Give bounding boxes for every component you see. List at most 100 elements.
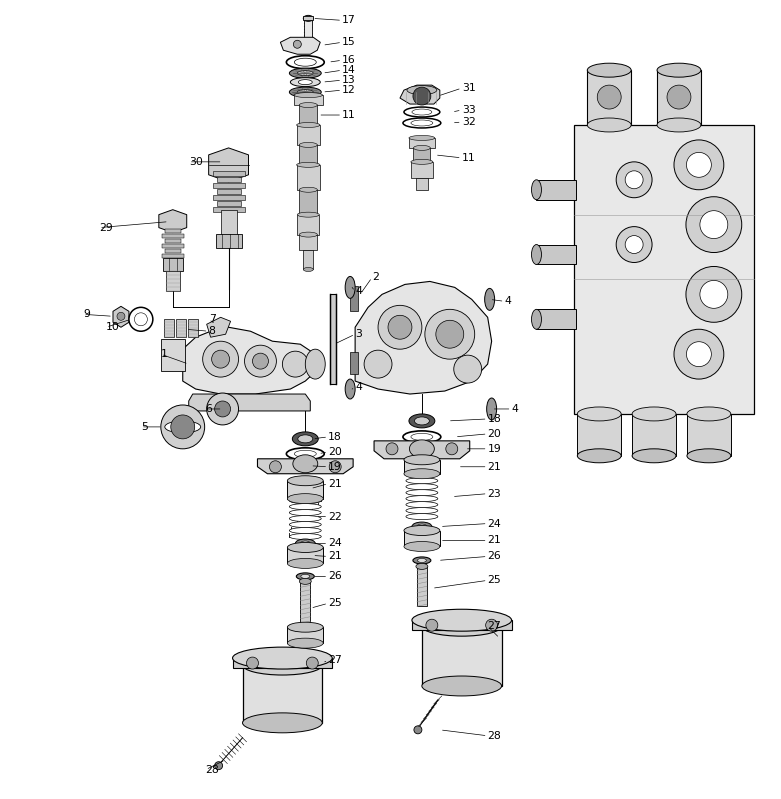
Ellipse shape	[134, 313, 148, 326]
Ellipse shape	[409, 136, 435, 141]
Bar	[243, 665, 323, 723]
Text: 30: 30	[189, 157, 202, 167]
Text: 33: 33	[462, 105, 476, 115]
Ellipse shape	[287, 543, 323, 552]
Ellipse shape	[687, 449, 731, 463]
Ellipse shape	[291, 78, 320, 86]
Bar	[161, 340, 185, 371]
Text: 21: 21	[328, 479, 342, 489]
Circle shape	[426, 619, 438, 631]
Bar	[299, 189, 317, 215]
Bar	[166, 272, 180, 292]
Ellipse shape	[301, 574, 310, 578]
Text: 24: 24	[328, 539, 342, 548]
Circle shape	[215, 401, 230, 417]
Bar	[164, 320, 174, 337]
Bar	[212, 171, 244, 176]
Text: 4: 4	[505, 296, 512, 306]
Polygon shape	[209, 148, 248, 182]
Text: 10: 10	[106, 322, 120, 332]
Text: 27: 27	[328, 655, 342, 665]
Ellipse shape	[409, 440, 434, 458]
Ellipse shape	[406, 483, 438, 490]
Ellipse shape	[406, 507, 438, 514]
Ellipse shape	[403, 431, 440, 443]
Circle shape	[294, 40, 301, 48]
Ellipse shape	[299, 142, 317, 147]
Text: 18: 18	[487, 414, 501, 424]
Text: 8: 8	[209, 326, 216, 336]
Bar	[220, 209, 237, 235]
Ellipse shape	[406, 502, 438, 507]
Text: 22: 22	[328, 511, 342, 522]
Ellipse shape	[287, 559, 323, 568]
Circle shape	[686, 342, 711, 367]
Ellipse shape	[404, 542, 440, 551]
Bar	[216, 201, 241, 205]
Ellipse shape	[632, 407, 676, 421]
Bar	[165, 248, 180, 252]
Ellipse shape	[532, 180, 541, 200]
Circle shape	[269, 461, 281, 473]
Bar	[212, 207, 244, 212]
Text: 26: 26	[487, 551, 501, 562]
Circle shape	[244, 345, 276, 377]
Circle shape	[207, 393, 238, 425]
Text: 21: 21	[487, 535, 501, 546]
Ellipse shape	[412, 522, 432, 531]
Ellipse shape	[305, 349, 325, 379]
Bar	[301, 582, 310, 623]
Circle shape	[117, 312, 125, 320]
Ellipse shape	[532, 244, 541, 264]
Ellipse shape	[422, 676, 501, 696]
Text: 20: 20	[487, 429, 501, 439]
Bar	[287, 627, 323, 643]
Text: 15: 15	[342, 38, 356, 47]
Ellipse shape	[298, 70, 313, 76]
Ellipse shape	[487, 398, 497, 420]
Bar	[216, 189, 241, 193]
Ellipse shape	[411, 159, 433, 165]
Ellipse shape	[532, 309, 541, 329]
Text: 9: 9	[83, 309, 90, 320]
Circle shape	[486, 619, 497, 631]
Circle shape	[306, 657, 319, 669]
Bar	[537, 309, 576, 329]
Circle shape	[212, 350, 230, 368]
Ellipse shape	[215, 761, 223, 769]
Text: 17: 17	[342, 15, 356, 26]
Ellipse shape	[287, 638, 323, 648]
Bar	[303, 16, 313, 20]
Text: 19: 19	[487, 443, 501, 454]
Circle shape	[674, 329, 724, 379]
Bar	[416, 178, 428, 189]
Circle shape	[364, 350, 392, 378]
Text: 18: 18	[328, 432, 342, 442]
Text: 4: 4	[355, 286, 362, 296]
Ellipse shape	[412, 610, 512, 631]
Polygon shape	[258, 459, 353, 474]
Circle shape	[686, 197, 742, 252]
Ellipse shape	[485, 288, 494, 310]
Circle shape	[330, 461, 341, 473]
Ellipse shape	[577, 407, 621, 421]
Circle shape	[386, 443, 398, 455]
Text: 11: 11	[342, 110, 356, 120]
Text: 12: 12	[342, 85, 356, 95]
Circle shape	[425, 309, 475, 359]
Circle shape	[413, 87, 431, 105]
Polygon shape	[113, 306, 129, 328]
Ellipse shape	[657, 63, 701, 78]
Text: 27: 27	[487, 621, 501, 631]
Ellipse shape	[416, 563, 428, 570]
Text: 3: 3	[355, 329, 362, 340]
Bar	[330, 294, 336, 384]
Ellipse shape	[345, 379, 355, 399]
Polygon shape	[355, 281, 491, 394]
Circle shape	[625, 171, 643, 189]
Text: 21: 21	[328, 551, 342, 562]
Bar	[587, 70, 631, 125]
Circle shape	[667, 85, 691, 109]
Ellipse shape	[290, 534, 321, 539]
Polygon shape	[400, 85, 440, 104]
